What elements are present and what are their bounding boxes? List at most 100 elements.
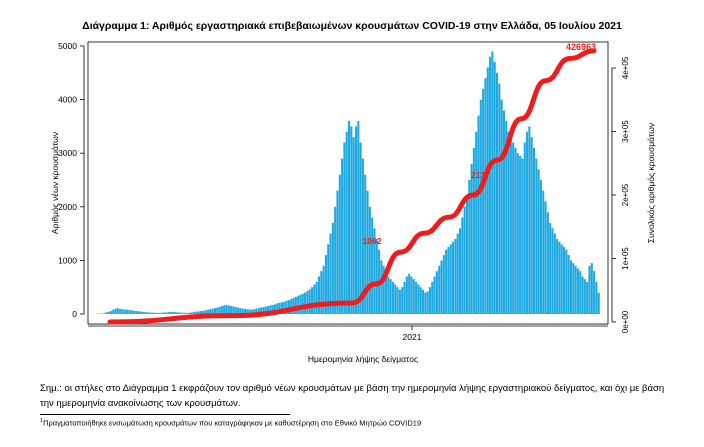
bar [364,174,367,314]
bar [521,158,524,314]
bar [438,265,441,314]
bar [389,279,392,314]
bar [373,228,376,314]
bar [158,312,161,314]
bar [216,307,219,314]
bar [232,306,235,314]
bar [324,255,327,314]
y2-tick-label: 2e+05 [621,183,630,206]
bar [274,304,277,314]
bar [590,263,593,314]
bar [239,308,242,314]
bar [537,169,540,314]
bar [343,142,346,314]
bar [156,312,159,314]
bar [255,308,258,314]
bar [588,265,591,314]
cumulative-label: 1062 [363,236,382,246]
bar [421,289,425,314]
bar [174,312,177,314]
bar [456,233,459,314]
bar [186,312,189,314]
bar [516,153,519,314]
bar [338,174,341,314]
bar [130,310,133,314]
bar [211,308,214,314]
bar [384,271,388,314]
bar [257,308,260,314]
x-axis-label: Ημερομηνία λήψης δείγματος [307,354,419,364]
bar [105,312,108,314]
bar [415,281,418,314]
bar [225,304,228,314]
bar [458,228,462,314]
chart: 0 1000 2000 3000 4000 5000 0e+00 1e+05 2e+05 3e+… [50,41,656,342]
bar-series [96,51,600,315]
bar [179,312,182,314]
y-axis-label: Αριθμός νέων κρουσμάτων [50,132,60,234]
bar [597,292,600,314]
bar [218,307,221,314]
cumulative-label: 213 [471,170,485,180]
footnote-mark: 1 [40,418,44,424]
bar [181,312,184,314]
bar [433,276,436,314]
bar [137,311,140,314]
bar [297,295,300,314]
bar [507,131,510,314]
bar [563,247,566,314]
bar [366,190,369,314]
bar [505,121,508,314]
bar [315,281,318,314]
bar [190,312,193,314]
bar [382,265,385,314]
y2-axis-label: Συνολικός αριθμός κρουσμάτων [646,123,656,243]
bar [465,196,468,314]
bar [165,312,168,314]
bar [387,276,390,314]
bar [317,276,321,314]
cumulative-labels: 1062 213 426963 [363,42,596,246]
bar [528,126,531,315]
footnote: 1Πραγματοποιήθηκε ενσωμάτωση κρουσμάτων … [40,418,421,428]
bar [114,308,117,314]
bar [311,287,314,314]
bar [102,313,106,314]
bar [290,298,293,314]
right-axis: 0e+00 1e+05 2e+05 3e+05 4e+05 [611,56,630,333]
y2-tick-label: 0e+00 [621,310,630,333]
bar [183,312,186,314]
bar [280,302,284,314]
bar [500,99,503,314]
footnote-divider [40,414,290,415]
bar [419,287,422,314]
bar [567,255,570,314]
bar [445,249,448,314]
bar [313,284,316,314]
bar [237,307,240,314]
bar [565,249,568,314]
cumulative-line [107,48,597,325]
bar [583,279,586,314]
bar [431,281,434,314]
bar [294,296,297,314]
bar [223,305,226,314]
y2-tick-label: 1e+05 [621,247,630,270]
bar [193,311,196,314]
bar [250,309,253,314]
bar [380,260,383,314]
bar [560,244,563,314]
bar [172,311,175,314]
bar [523,142,526,314]
bar [357,121,360,314]
bar [542,190,545,314]
bar [558,241,561,314]
y-tick-label: 2000 [58,202,77,212]
bar [197,311,200,314]
bar [227,305,230,314]
bar [428,287,431,314]
bar [435,271,438,314]
bar [549,222,552,314]
bar [569,260,573,314]
bar [271,304,274,314]
